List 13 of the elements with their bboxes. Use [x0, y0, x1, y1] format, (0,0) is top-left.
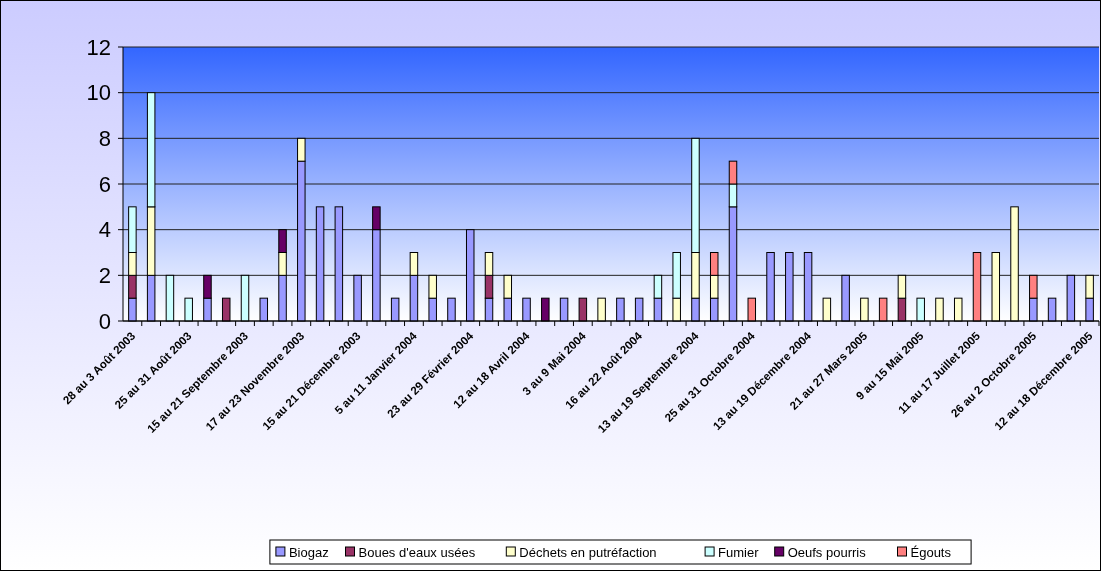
y-tick-label: 6	[98, 171, 111, 197]
legend-label: Boues d'eaux usées	[358, 544, 476, 560]
y-tick-label: 10	[86, 80, 111, 106]
legend-label: Fumier	[718, 544, 760, 560]
legend-label: Déchets en putréfaction	[519, 544, 657, 560]
legend-label: Oeufs pourris	[787, 544, 867, 560]
y-tick-label: 8	[98, 126, 111, 152]
legend-label: Égouts	[910, 544, 952, 560]
y-tick-label: 0	[98, 308, 111, 334]
y-tick-label: 4	[98, 217, 111, 243]
legend-label: Biogaz	[288, 544, 329, 560]
y-tick-label: 12	[86, 34, 111, 60]
y-tick-label: 2	[98, 263, 111, 289]
